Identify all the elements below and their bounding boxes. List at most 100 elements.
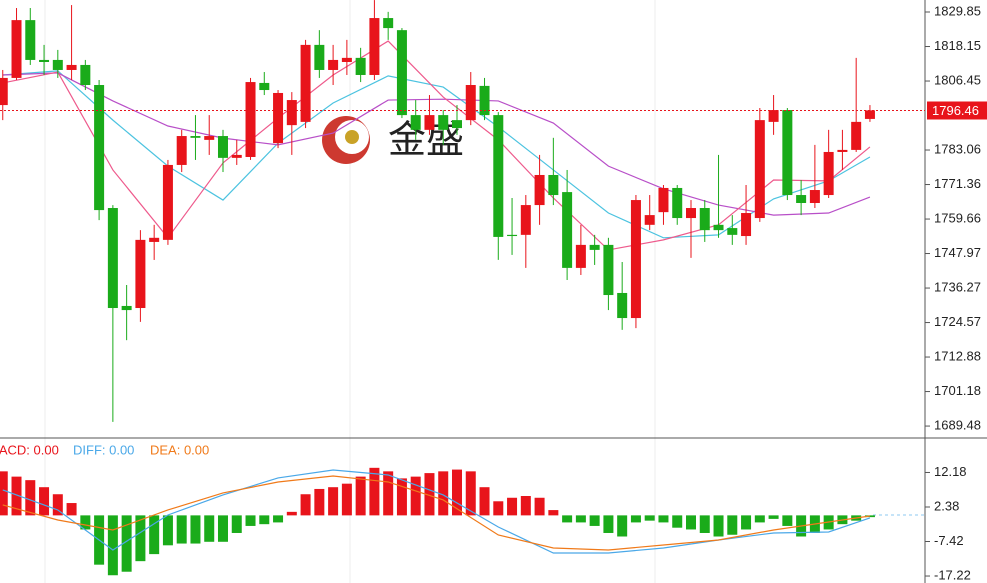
macd-bar bbox=[520, 496, 531, 516]
logo bbox=[322, 116, 370, 164]
candle-body bbox=[713, 224, 724, 231]
macd-bar bbox=[162, 515, 173, 546]
macd-bar bbox=[39, 487, 50, 516]
candle-body bbox=[809, 190, 820, 204]
macd-bar bbox=[589, 515, 600, 526]
macd-bar bbox=[314, 488, 325, 516]
y-tick-label: 1783.06 bbox=[934, 141, 981, 156]
candle-body bbox=[768, 110, 779, 122]
candle-body bbox=[796, 195, 807, 204]
macd-bar bbox=[575, 515, 586, 523]
macd-bar bbox=[672, 515, 683, 528]
macd-bar bbox=[754, 515, 765, 523]
macd-bar bbox=[507, 497, 518, 516]
candle-body bbox=[658, 187, 669, 213]
line bbox=[2, 475, 871, 551]
macd-bar bbox=[245, 515, 256, 526]
macd-bar bbox=[534, 497, 545, 516]
candle-body bbox=[286, 100, 297, 126]
macd-bar bbox=[369, 467, 380, 516]
candle-body bbox=[727, 228, 738, 235]
candle-body bbox=[217, 136, 228, 158]
candle-body bbox=[135, 239, 146, 309]
macd-bar bbox=[410, 476, 421, 516]
y-tick-label: 2.38 bbox=[934, 498, 959, 513]
candle-body bbox=[534, 174, 545, 206]
line bbox=[2, 469, 871, 554]
candle-body bbox=[176, 136, 187, 165]
candle-body bbox=[410, 115, 421, 130]
candle-body bbox=[259, 82, 270, 91]
candle-body bbox=[451, 120, 462, 129]
macd-bar bbox=[80, 515, 91, 530]
macd-bar bbox=[52, 494, 63, 516]
candle-body bbox=[465, 85, 476, 121]
macd-bar bbox=[727, 515, 738, 535]
macd-bar bbox=[713, 515, 724, 537]
y-tick-label: 1689.48 bbox=[934, 417, 981, 432]
candle-body bbox=[107, 208, 118, 309]
candle-body bbox=[438, 115, 449, 130]
candle-body bbox=[328, 59, 339, 70]
macd-bar bbox=[0, 471, 8, 516]
macd-bar bbox=[741, 515, 752, 530]
candle-body bbox=[548, 174, 559, 196]
candle-body bbox=[300, 44, 311, 122]
macd-bar bbox=[328, 487, 339, 516]
candle-body bbox=[273, 92, 284, 144]
macd-bar bbox=[451, 469, 462, 516]
macd-bar bbox=[66, 503, 77, 516]
candle-body bbox=[672, 187, 683, 219]
macd-bar bbox=[562, 515, 573, 523]
candle-body bbox=[39, 59, 50, 63]
candle-body bbox=[162, 164, 173, 240]
y-tick-label: 1771.36 bbox=[934, 176, 981, 191]
candle-body bbox=[190, 136, 201, 138]
legend-label: DIFF: 0.00 bbox=[73, 442, 134, 457]
candle-body bbox=[699, 208, 710, 231]
macd-bar bbox=[685, 515, 696, 530]
candle-body bbox=[341, 57, 352, 63]
y-tick-label: 1818.15 bbox=[934, 38, 981, 53]
candle-body bbox=[121, 305, 132, 311]
macd-bar bbox=[231, 515, 242, 533]
candle-body bbox=[94, 85, 105, 211]
line bbox=[2, 40, 871, 251]
macd-bar bbox=[383, 471, 394, 516]
y-tick-label: -7.42 bbox=[934, 533, 964, 548]
macd-bar bbox=[438, 471, 449, 516]
macd-bar bbox=[300, 494, 311, 516]
candle-body bbox=[630, 200, 641, 319]
macd-bar bbox=[135, 515, 146, 562]
candle-body bbox=[575, 244, 586, 268]
candle-body bbox=[782, 110, 793, 196]
y-tick-label: 12.18 bbox=[934, 464, 967, 479]
macd-bar bbox=[782, 515, 793, 526]
macd-bar bbox=[699, 515, 710, 533]
candle-body bbox=[617, 292, 628, 319]
y-tick-label: 1829.85 bbox=[934, 3, 981, 18]
macd-bar bbox=[617, 515, 628, 537]
macd-bar bbox=[121, 515, 132, 572]
last-price-box bbox=[927, 101, 987, 120]
candle-body bbox=[479, 85, 490, 116]
legend-label: MACD: 0.00 bbox=[0, 442, 59, 457]
legend-label: DEA: 0.00 bbox=[150, 442, 209, 457]
y-tick-label: 1712.88 bbox=[934, 348, 981, 363]
macd-bar bbox=[204, 515, 215, 542]
macd-bar bbox=[479, 487, 490, 516]
candle-body bbox=[644, 215, 655, 225]
candle-body bbox=[383, 18, 394, 29]
macd-bar bbox=[259, 515, 270, 525]
macd-bar bbox=[493, 501, 504, 516]
logo-dot bbox=[345, 130, 359, 144]
macd-bar bbox=[465, 471, 476, 516]
candle-body bbox=[603, 244, 614, 296]
macd-bar bbox=[190, 515, 201, 544]
macd-bar bbox=[424, 473, 435, 516]
macd-bar bbox=[603, 515, 614, 533]
y-tick-label: 1759.66 bbox=[934, 210, 981, 225]
macd-bar bbox=[644, 515, 655, 521]
